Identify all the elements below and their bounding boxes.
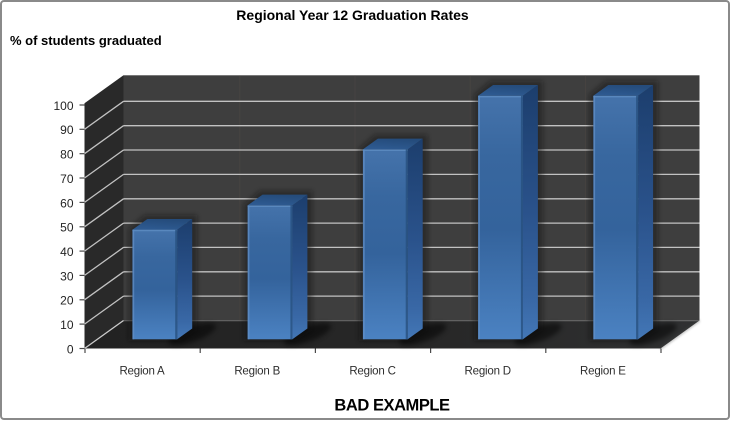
svg-text:80: 80 <box>60 148 74 162</box>
svg-text:Region D: Region D <box>465 365 511 377</box>
svg-text:Region B: Region B <box>234 365 280 377</box>
svg-text:10: 10 <box>60 318 74 332</box>
svg-text:70: 70 <box>60 172 74 186</box>
svg-text:30: 30 <box>60 269 74 283</box>
svg-text:Region C: Region C <box>349 365 395 377</box>
svg-text:60: 60 <box>60 196 74 210</box>
svg-text:Region A: Region A <box>119 365 165 377</box>
svg-text:40: 40 <box>60 245 74 259</box>
svg-text:100: 100 <box>53 99 73 113</box>
svg-text:% of students graduated: % of students graduated <box>10 33 162 48</box>
svg-text:90: 90 <box>60 123 74 137</box>
svg-text:0: 0 <box>67 342 74 356</box>
svg-text:Region E: Region E <box>580 365 626 377</box>
svg-text:Regional Year 12 Graduation Ra: Regional Year 12 Graduation Rates <box>236 7 469 23</box>
svg-text:BAD EXAMPLE: BAD EXAMPLE <box>334 396 450 414</box>
svg-text:20: 20 <box>60 294 74 308</box>
svg-text:50: 50 <box>60 221 74 235</box>
